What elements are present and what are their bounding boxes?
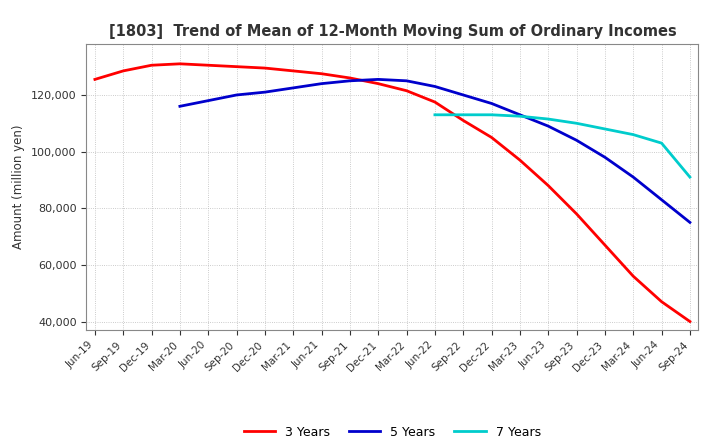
5 Years	[544, 124, 552, 129]
3 Years	[600, 242, 609, 248]
5 Years	[516, 112, 524, 117]
Line: 5 Years: 5 Years	[180, 79, 690, 222]
3 Years	[459, 118, 467, 123]
5 Years	[657, 197, 666, 202]
5 Years	[261, 89, 269, 95]
3 Years	[233, 64, 241, 69]
3 Years	[402, 88, 411, 93]
5 Years	[629, 174, 637, 180]
Legend: 3 Years, 5 Years, 7 Years: 3 Years, 5 Years, 7 Years	[239, 421, 546, 440]
3 Years	[148, 62, 156, 68]
3 Years	[431, 99, 439, 105]
3 Years	[346, 75, 354, 81]
3 Years	[657, 299, 666, 304]
5 Years	[685, 220, 694, 225]
3 Years	[204, 62, 212, 68]
5 Years	[487, 101, 496, 106]
Line: 3 Years: 3 Years	[95, 64, 690, 322]
3 Years	[318, 71, 326, 77]
5 Years	[289, 85, 297, 91]
5 Years	[346, 78, 354, 84]
7 Years	[544, 117, 552, 122]
5 Years	[459, 92, 467, 98]
3 Years	[176, 61, 184, 66]
3 Years	[629, 274, 637, 279]
Line: 7 Years: 7 Years	[435, 115, 690, 177]
7 Years	[431, 112, 439, 117]
3 Years	[91, 77, 99, 82]
5 Years	[176, 104, 184, 109]
7 Years	[685, 174, 694, 180]
5 Years	[402, 78, 411, 84]
3 Years	[516, 158, 524, 163]
3 Years	[119, 68, 127, 73]
7 Years	[657, 140, 666, 146]
7 Years	[516, 114, 524, 119]
5 Years	[572, 138, 581, 143]
5 Years	[318, 81, 326, 86]
7 Years	[459, 112, 467, 117]
5 Years	[431, 84, 439, 89]
7 Years	[572, 121, 581, 126]
3 Years	[487, 135, 496, 140]
5 Years	[600, 154, 609, 160]
7 Years	[487, 112, 496, 117]
3 Years	[685, 319, 694, 324]
Title: [1803]  Trend of Mean of 12-Month Moving Sum of Ordinary Incomes: [1803] Trend of Mean of 12-Month Moving …	[109, 24, 676, 39]
3 Years	[374, 81, 382, 86]
3 Years	[289, 68, 297, 73]
3 Years	[544, 183, 552, 188]
7 Years	[600, 126, 609, 132]
5 Years	[204, 98, 212, 103]
7 Years	[629, 132, 637, 137]
5 Years	[233, 92, 241, 98]
Y-axis label: Amount (million yen): Amount (million yen)	[12, 125, 25, 249]
3 Years	[572, 211, 581, 216]
3 Years	[261, 66, 269, 71]
5 Years	[374, 77, 382, 82]
